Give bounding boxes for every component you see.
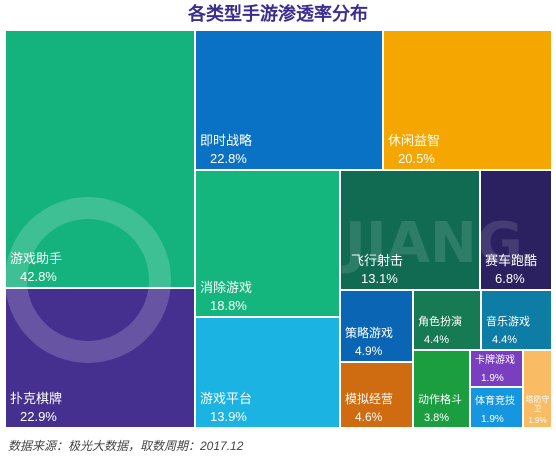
- cell-label: 卡牌游戏: [475, 354, 515, 366]
- cell-value: 1.9%: [481, 413, 504, 425]
- cell-label: 扑克棋牌: [10, 391, 63, 407]
- cell-label: 塔防守卫: [525, 394, 550, 413]
- cell-label: 动作格斗: [418, 394, 462, 407]
- treemap-cell: 即时战略 22.8%: [195, 30, 383, 170]
- treemap-cell: 音乐游戏 4.4%: [481, 290, 552, 350]
- data-source-note: 数据来源：极光大数据，取数周期：2017.12: [8, 439, 244, 453]
- cell-value: 20.5%: [398, 151, 435, 167]
- cell-label: 赛车跑酷: [485, 253, 538, 269]
- cell-value: 4.4%: [492, 334, 518, 347]
- treemap-cell: 动作格斗 3.8%: [413, 350, 470, 428]
- cell-label: 模拟经营: [345, 392, 394, 407]
- cell-value: 42.8%: [20, 269, 57, 285]
- treemap-cell: 飞行射击 13.1%: [340, 170, 480, 290]
- cell-value: 22.9%: [20, 409, 57, 425]
- treemap-cell: 模拟经营 4.6%: [340, 362, 413, 428]
- treemap-cell: 赛车跑酷 6.8%: [480, 170, 552, 290]
- cell-value: 1.9%: [481, 372, 504, 384]
- treemap: 游戏助手 42.8% 扑克棋牌 22.9% 即时战略 22.8% 休闲益智 20.5% 消除游戏…: [5, 30, 552, 428]
- treemap-cell: 体育竞技 1.9%: [470, 387, 523, 428]
- cell-value: 4.4%: [424, 334, 450, 347]
- cell-label: 体育竞技: [475, 395, 515, 407]
- treemap-cell: 策略游戏 4.9%: [340, 290, 413, 362]
- treemap-cell: 消除游戏 18.8%: [195, 170, 340, 317]
- cell-label: 即时战略: [200, 133, 253, 149]
- treemap-cell: 塔防守卫 1.9%: [523, 350, 552, 428]
- cell-label: 消除游戏: [200, 280, 253, 296]
- cell-value: 4.6%: [355, 410, 383, 425]
- cell-value: 6.8%: [495, 271, 525, 287]
- cell-value: 13.9%: [210, 409, 247, 425]
- treemap-cell: 角色扮演 4.4%: [413, 290, 481, 350]
- cell-label: 音乐游戏: [486, 316, 530, 329]
- cell-label: 游戏助手: [10, 251, 63, 267]
- cell-value: 13.1%: [361, 271, 398, 287]
- treemap-cell: 游戏平台 13.9%: [195, 317, 340, 428]
- cell-label: 游戏平台: [200, 391, 253, 407]
- cell-label: 策略游戏: [345, 326, 394, 341]
- cell-label: 角色扮演: [418, 316, 462, 329]
- cell-value: 4.9%: [355, 344, 383, 359]
- treemap-cell: 游戏助手 42.8%: [5, 30, 195, 288]
- cell-label: 休闲益智: [388, 133, 441, 149]
- treemap-cell: 休闲益智 20.5%: [383, 30, 552, 170]
- cell-label: 飞行射击: [351, 253, 404, 269]
- cell-value: 3.8%: [424, 412, 450, 425]
- treemap-cell: 卡牌游戏 1.9%: [470, 350, 523, 387]
- cell-value: 18.8%: [210, 298, 247, 314]
- chart-title: 各类型手游渗透率分布: [188, 4, 368, 24]
- cell-value: 22.8%: [210, 151, 247, 167]
- treemap-cell: 扑克棋牌 22.9%: [5, 288, 195, 428]
- cell-value: 1.9%: [528, 415, 547, 425]
